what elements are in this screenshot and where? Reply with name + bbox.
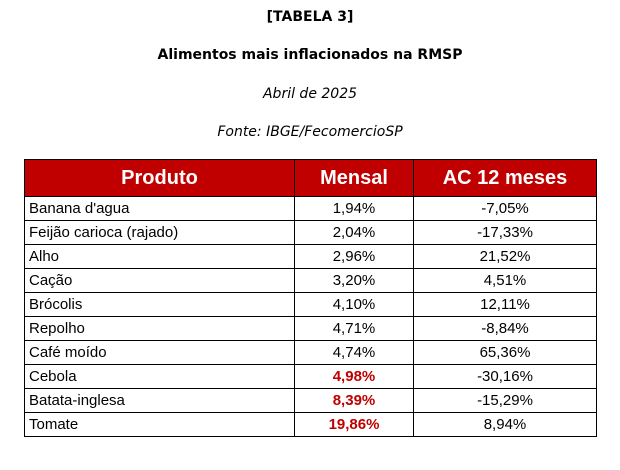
column-header-ac12: AC 12 meses (413, 159, 597, 197)
table-row: Tomate 19,86% 8,94% (24, 412, 597, 437)
cell-produto: Feijão carioca (rajado) (24, 220, 295, 245)
cell-produto: Cebola (24, 364, 295, 389)
page-title: Alimentos mais inflacionados na RMSP (157, 47, 463, 63)
cell-ac12: -8,84% (413, 316, 597, 341)
cell-mensal: 2,96% (294, 244, 414, 269)
table-header-row: Produto Mensal AC 12 meses (24, 159, 597, 197)
cell-ac12: -30,16% (413, 364, 597, 389)
cell-ac12: -7,05% (413, 196, 597, 221)
cell-mensal: 19,86% (294, 412, 414, 437)
cell-produto: Cação (24, 268, 295, 293)
table-tag: [TABELA 3] (266, 9, 354, 25)
column-header-produto: Produto (24, 159, 295, 197)
table-row: Cação 3,20% 4,51% (24, 268, 597, 293)
cell-mensal: 3,20% (294, 268, 414, 293)
table-row: Café moído 4,74% 65,36% (24, 340, 597, 365)
table-row: Repolho 4,71% -8,84% (24, 316, 597, 341)
table-row: Cebola 4,98% -30,16% (24, 364, 597, 389)
inflation-table: Produto Mensal AC 12 meses Banana d'agua… (24, 159, 597, 437)
cell-ac12: 8,94% (413, 412, 597, 437)
cell-mensal: 8,39% (294, 388, 414, 413)
cell-mensal: 1,94% (294, 196, 414, 221)
cell-mensal: 4,71% (294, 316, 414, 341)
cell-ac12: 21,52% (413, 244, 597, 269)
column-header-mensal: Mensal (294, 159, 414, 197)
table-row: Banana d'agua 1,94% -7,05% (24, 196, 597, 221)
cell-produto: Banana d'agua (24, 196, 295, 221)
date-subtitle: Abril de 2025 (262, 86, 358, 102)
cell-ac12: -17,33% (413, 220, 597, 245)
cell-produto: Café moído (24, 340, 295, 365)
cell-mensal: 2,04% (294, 220, 414, 245)
cell-mensal: 4,74% (294, 340, 414, 365)
table-row: Batata-inglesa 8,39% -15,29% (24, 388, 597, 413)
cell-ac12: -15,29% (413, 388, 597, 413)
cell-ac12: 4,51% (413, 268, 597, 293)
table-row: Feijão carioca (rajado) 2,04% -17,33% (24, 220, 597, 245)
cell-produto: Alho (24, 244, 295, 269)
cell-ac12: 65,36% (413, 340, 597, 365)
cell-produto: Brócolis (24, 292, 295, 317)
source-note: Fonte: IBGE/FecomercioSP (217, 124, 403, 140)
table-row: Alho 2,96% 21,52% (24, 244, 597, 269)
cell-produto: Repolho (24, 316, 295, 341)
cell-mensal: 4,10% (294, 292, 414, 317)
cell-produto: Tomate (24, 412, 295, 437)
cell-ac12: 12,11% (413, 292, 597, 317)
cell-produto: Batata-inglesa (24, 388, 295, 413)
table-row: Brócolis 4,10% 12,11% (24, 292, 597, 317)
cell-mensal: 4,98% (294, 364, 414, 389)
